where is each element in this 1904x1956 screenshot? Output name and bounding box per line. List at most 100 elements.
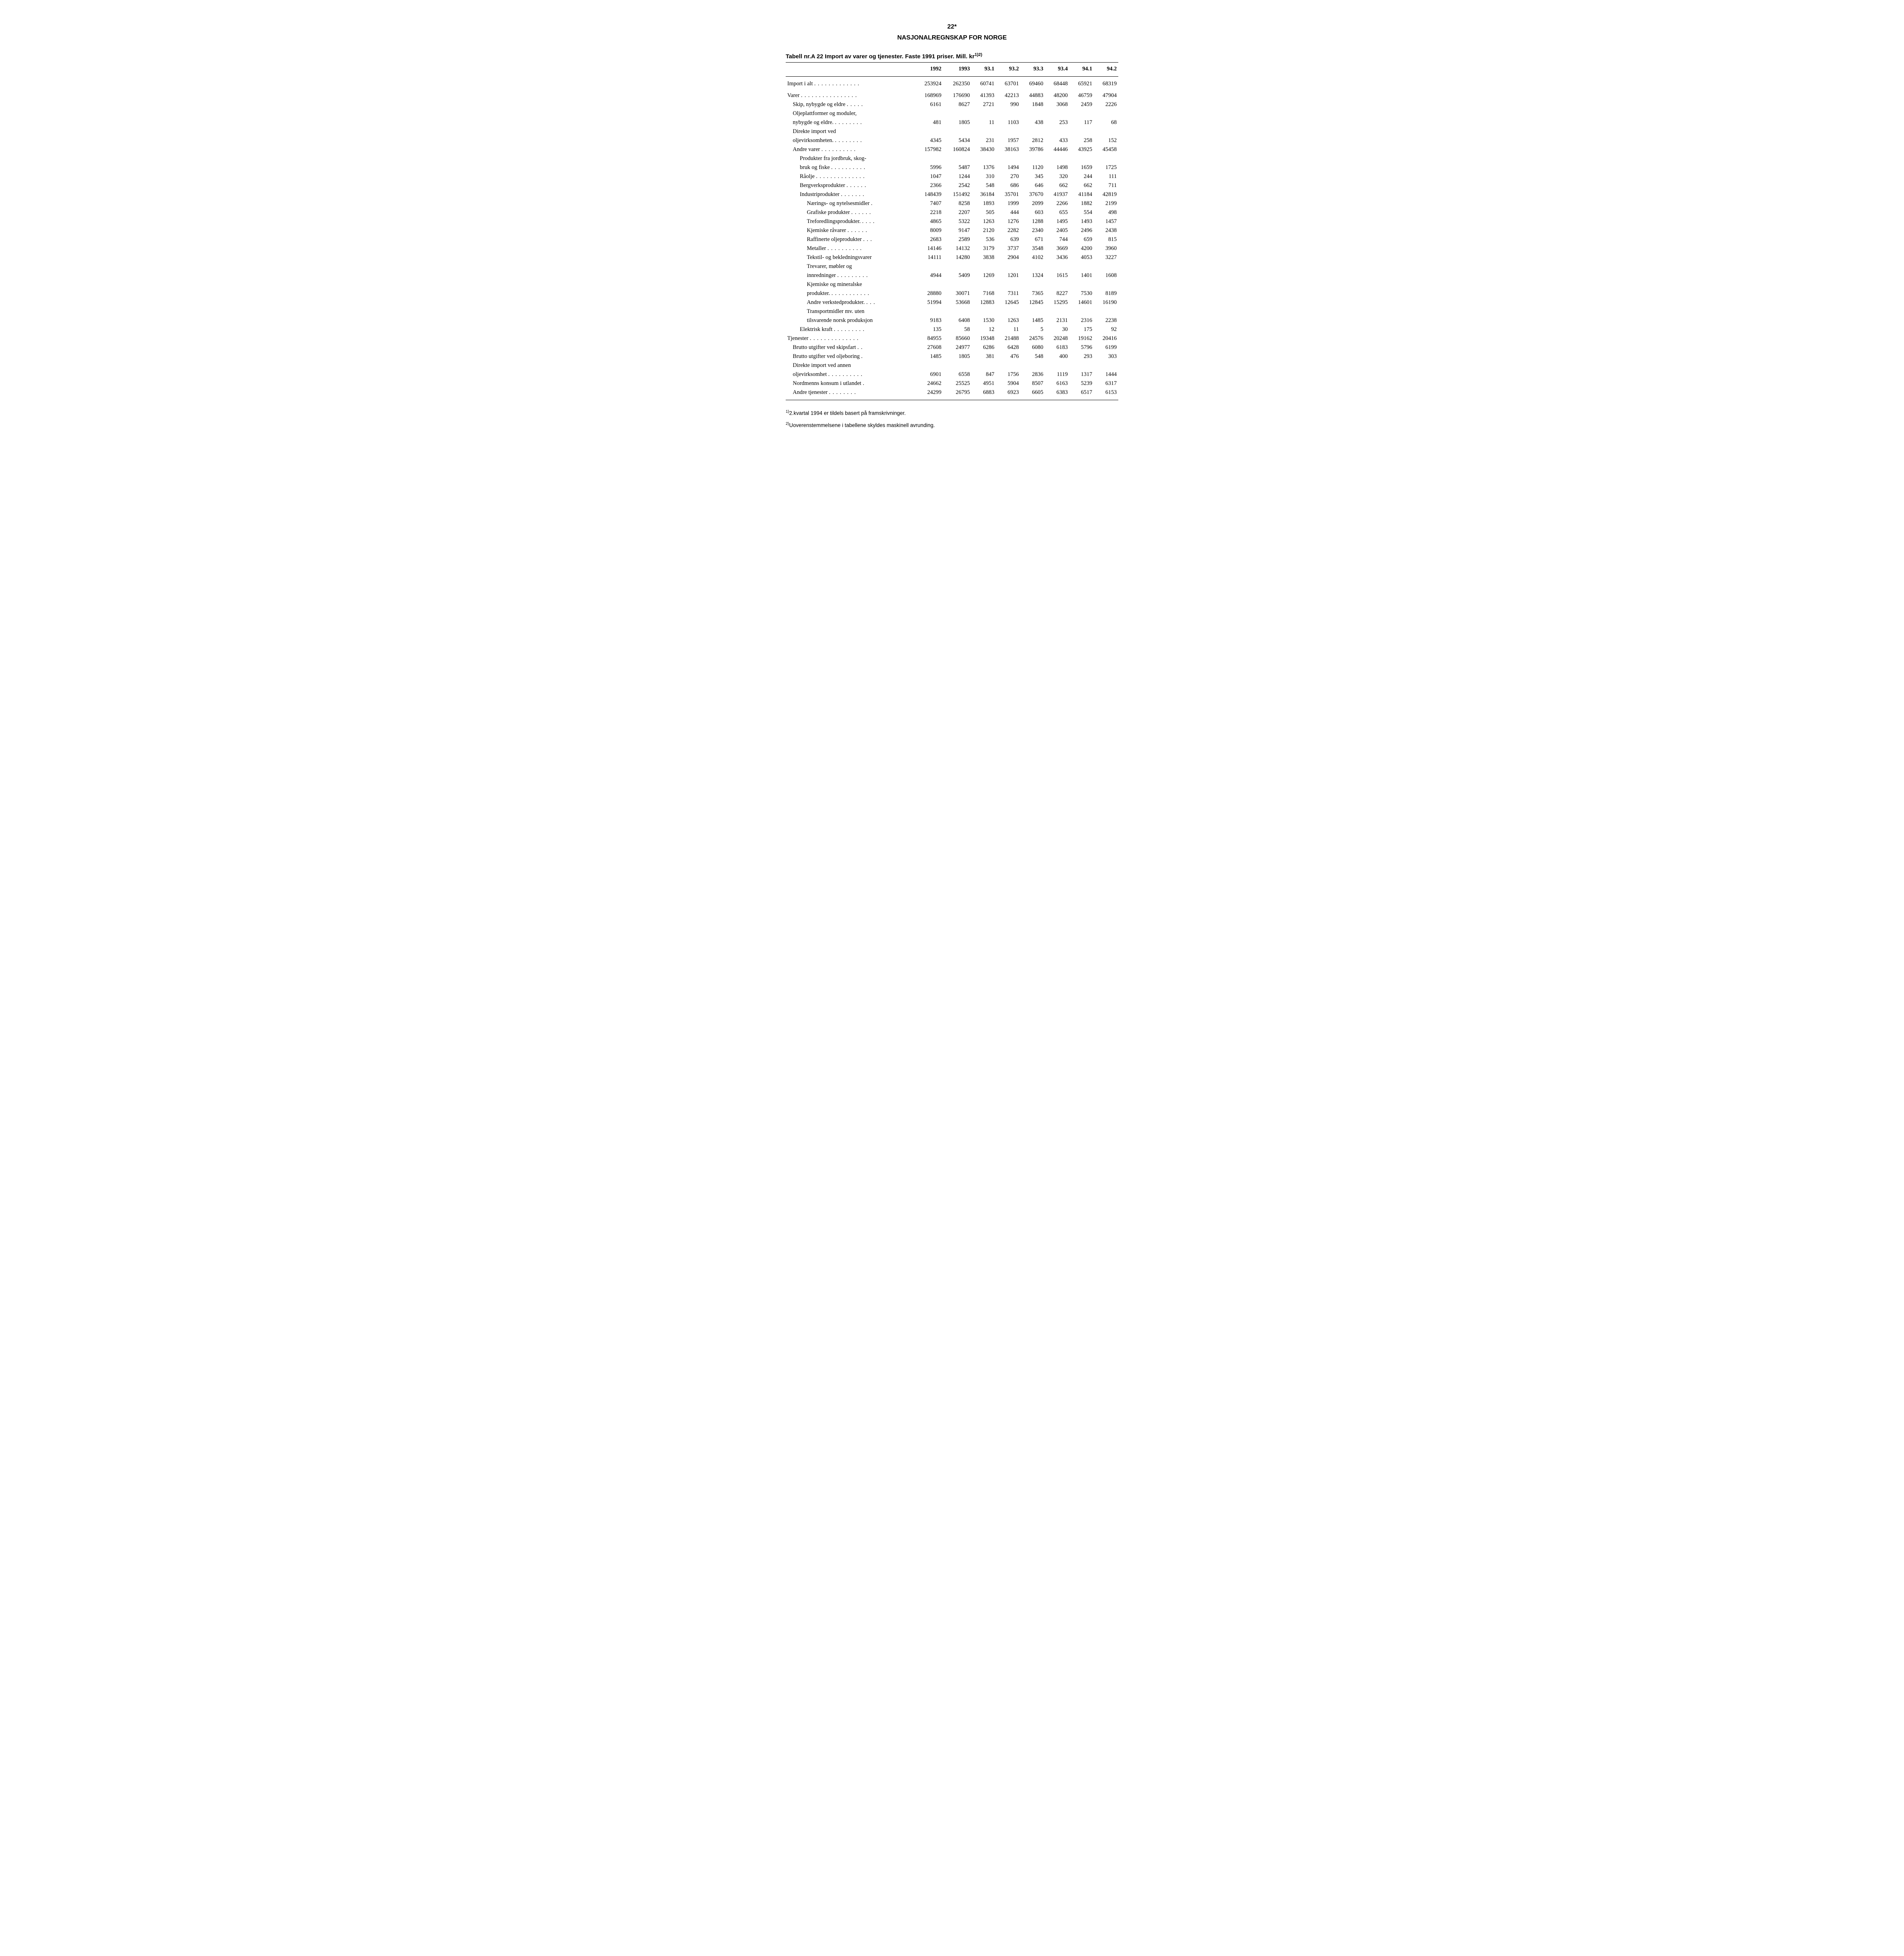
- cell-value: 1893: [972, 199, 996, 208]
- cell-value: 8227: [1045, 289, 1069, 298]
- cell-value: 117: [1069, 118, 1094, 127]
- cell-value: [996, 154, 1020, 163]
- cell-value: [996, 280, 1020, 289]
- cell-value: 5: [1020, 325, 1045, 334]
- row-label: Kjemiske og mineralske: [786, 280, 914, 289]
- footnote-text: 2.kvartal 1994 er tildels basert på fram…: [789, 410, 906, 416]
- cell-value: 2589: [943, 235, 972, 244]
- cell-value: 2405: [1045, 226, 1069, 235]
- cell-value: 12845: [1020, 298, 1045, 307]
- table-row: Elektrisk kraft . . . . . . . . .1355812…: [786, 325, 1118, 334]
- cell-value: 20416: [1094, 334, 1118, 343]
- cell-value: 38163: [996, 145, 1020, 154]
- cell-value: 157982: [914, 145, 943, 154]
- row-label: Nærings- og nytelsesmidler .: [786, 199, 914, 208]
- table-row: Andre tjenester . . . . . . . .242992679…: [786, 388, 1118, 400]
- row-label: bruk og fiske . . . . . . . . . .: [786, 163, 914, 172]
- cell-value: 168969: [914, 88, 943, 100]
- table-row: Direkte import ved annen: [786, 361, 1118, 370]
- cell-value: 12: [972, 325, 996, 334]
- row-label: Metaller . . . . . . . . . .: [786, 244, 914, 253]
- table-row: innredninger . . . . . . . . .4944540912…: [786, 271, 1118, 280]
- cell-value: 19162: [1069, 334, 1094, 343]
- cell-value: [1045, 127, 1069, 136]
- table-row: tilsvarende norsk produksjon918364081530…: [786, 316, 1118, 325]
- cell-value: 44883: [1020, 88, 1045, 100]
- cell-value: 2316: [1069, 316, 1094, 325]
- cell-value: [943, 361, 972, 370]
- table-body: Import i alt . . . . . . . . . . . . .25…: [786, 77, 1118, 400]
- cell-value: 6163: [1045, 379, 1069, 388]
- table-row: Metaller . . . . . . . . . .141461413231…: [786, 244, 1118, 253]
- cell-value: 6923: [996, 388, 1020, 400]
- cell-value: 111: [1094, 172, 1118, 181]
- cell-value: 160824: [943, 145, 972, 154]
- cell-value: 1999: [996, 199, 1020, 208]
- cell-value: 655: [1045, 208, 1069, 217]
- cell-value: [996, 307, 1020, 316]
- cell-value: [972, 280, 996, 289]
- cell-value: [914, 361, 943, 370]
- footnotes: 1)2.kvartal 1994 er tildels basert på fr…: [786, 410, 1118, 428]
- table-row: Andre varer . . . . . . . . . .157982160…: [786, 145, 1118, 154]
- cell-value: 20248: [1045, 334, 1069, 343]
- cell-value: [1069, 109, 1094, 118]
- table-row: Treforedlingsprodukter. . . . .486553221…: [786, 217, 1118, 226]
- footnote-sup: 1): [786, 410, 789, 414]
- cell-value: [1094, 280, 1118, 289]
- cell-value: 6883: [972, 388, 996, 400]
- label-col-header: [786, 63, 914, 77]
- cell-value: 41937: [1045, 190, 1069, 199]
- cell-value: 2207: [943, 208, 972, 217]
- table-row: Direkte import ved: [786, 127, 1118, 136]
- footnote-sup: 2): [786, 422, 789, 426]
- row-label: Transportmidler mv. uten: [786, 307, 914, 316]
- footnote: 2)Uoverenstemmelsene i tabellene skyldes…: [786, 422, 1118, 428]
- col-header: 1993: [943, 63, 972, 77]
- table-row: produkter. . . . . . . . . . . .28880300…: [786, 289, 1118, 298]
- cell-value: 7365: [1020, 289, 1045, 298]
- row-label: Andre verkstedprodukter. . . .: [786, 298, 914, 307]
- cell-value: 1756: [996, 370, 1020, 379]
- cell-value: 1493: [1069, 217, 1094, 226]
- col-header: 93.1: [972, 63, 996, 77]
- cell-value: 3227: [1094, 253, 1118, 262]
- cell-value: 39786: [1020, 145, 1045, 154]
- cell-value: 24977: [943, 343, 972, 352]
- cell-value: [943, 127, 972, 136]
- row-label: Elektrisk kraft . . . . . . . . .: [786, 325, 914, 334]
- cell-value: [1069, 127, 1094, 136]
- cell-value: 258: [1069, 136, 1094, 145]
- cell-value: 1047: [914, 172, 943, 181]
- cell-value: 1498: [1045, 163, 1069, 172]
- document-title: NASJONALREGNSKAP FOR NORGE: [786, 34, 1118, 41]
- col-header: 94.1: [1069, 63, 1094, 77]
- cell-value: 11: [972, 118, 996, 127]
- table-row: bruk og fiske . . . . . . . . . .5996548…: [786, 163, 1118, 172]
- row-label: Direkte import ved: [786, 127, 914, 136]
- table-row: Kjemiske og mineralske: [786, 280, 1118, 289]
- data-table: 1992199393.193.293.393.494.194.2 Import …: [786, 62, 1118, 400]
- cell-value: 659: [1069, 235, 1094, 244]
- cell-value: [1020, 280, 1045, 289]
- cell-value: 6286: [972, 343, 996, 352]
- page-number: 22*: [786, 23, 1118, 31]
- row-label: Raffinerte oljeprodukter . . .: [786, 235, 914, 244]
- cell-value: 5796: [1069, 343, 1094, 352]
- col-header: 93.2: [996, 63, 1020, 77]
- row-label: tilsvarende norsk produksjon: [786, 316, 914, 325]
- cell-value: 2496: [1069, 226, 1094, 235]
- cell-value: [1045, 361, 1069, 370]
- cell-value: [1020, 307, 1045, 316]
- cell-value: [1020, 361, 1045, 370]
- cell-value: [1094, 361, 1118, 370]
- cell-value: [914, 109, 943, 118]
- row-label: Tjenester . . . . . . . . . . . . . .: [786, 334, 914, 343]
- cell-value: 711: [1094, 181, 1118, 190]
- cell-value: 2218: [914, 208, 943, 217]
- cell-value: [914, 280, 943, 289]
- col-header: 93.4: [1045, 63, 1069, 77]
- cell-value: [914, 127, 943, 136]
- row-label: Andre varer . . . . . . . . . .: [786, 145, 914, 154]
- cell-value: [943, 154, 972, 163]
